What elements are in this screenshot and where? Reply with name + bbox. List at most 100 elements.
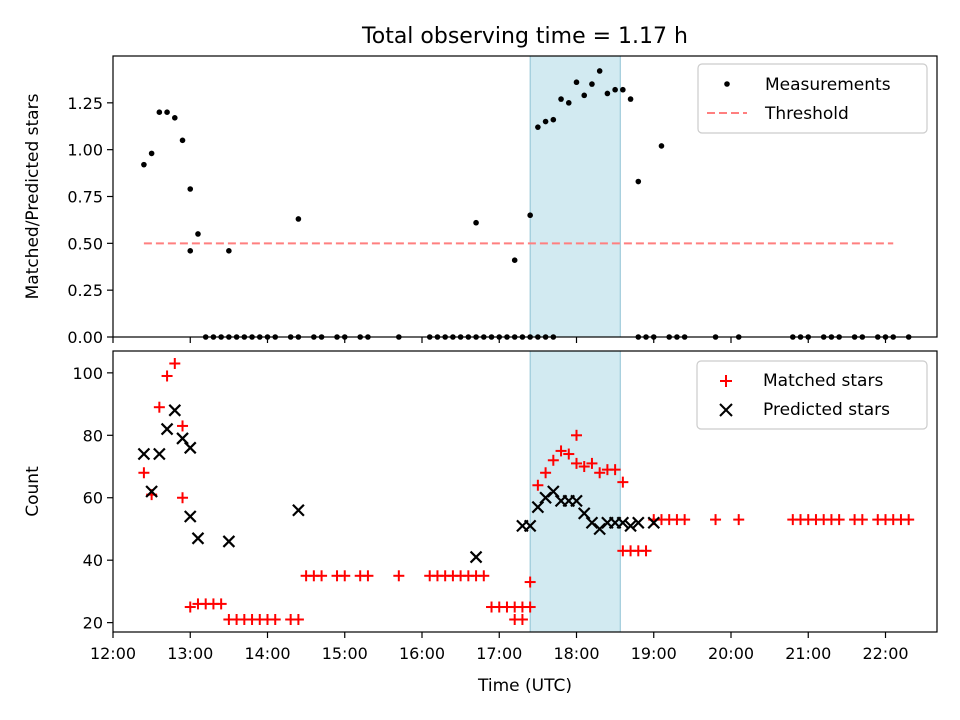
matched-star-point bbox=[532, 479, 544, 491]
bottom-legend: Matched stars Predicted stars bbox=[696, 360, 928, 430]
bottom-legend-box bbox=[696, 360, 928, 430]
y-tick-label: 100 bbox=[72, 364, 103, 383]
predicted-star-point bbox=[523, 519, 537, 533]
measurement-point bbox=[535, 124, 541, 130]
measurement-point bbox=[164, 109, 170, 115]
measurement-point bbox=[473, 219, 479, 226]
chart-title: Total observing time = 1.17 h bbox=[361, 24, 688, 49]
matched-star-point bbox=[563, 448, 575, 460]
measurement-point bbox=[581, 92, 588, 99]
bottom-x-axis-label: Time (UTC) bbox=[477, 676, 572, 696]
matched-star-point bbox=[571, 429, 582, 441]
measurement-point bbox=[612, 86, 618, 93]
matched-star-point bbox=[679, 514, 691, 526]
measurement-point bbox=[226, 248, 232, 254]
measurement-point bbox=[658, 143, 665, 149]
matched-star-point bbox=[640, 545, 652, 557]
predicted-star-point bbox=[647, 516, 661, 530]
matched-star-point bbox=[594, 467, 606, 479]
predicted-star-point bbox=[570, 494, 583, 508]
bottom-x-ticks: 12:00 13:00 14:00 15:00 16:00 17:00 18:00 19:00… bbox=[90, 632, 909, 663]
x-tick-label: 16:00 bbox=[399, 644, 445, 663]
matched-star-point bbox=[184, 601, 196, 613]
predicted-star-point bbox=[531, 500, 545, 514]
measurement-point bbox=[596, 68, 603, 74]
legend-label-predicted: Predicted stars bbox=[763, 400, 890, 420]
predicted-star-points bbox=[137, 404, 661, 564]
measurement-point bbox=[527, 212, 533, 219]
matched-star-point bbox=[547, 454, 559, 466]
x-tick-label: 20:00 bbox=[708, 644, 754, 663]
matched-star-point bbox=[215, 598, 227, 610]
matched-star-point bbox=[153, 401, 165, 413]
y-tick-label: 1.25 bbox=[67, 94, 103, 113]
bottom-highlight-span bbox=[529, 350, 621, 633]
y-tick-label: 60 bbox=[83, 489, 103, 508]
x-tick-label: 19:00 bbox=[631, 644, 677, 663]
predicted-star-point bbox=[176, 432, 189, 445]
top-legend: Measurements Threshold bbox=[697, 63, 928, 134]
predicted-star-point bbox=[160, 422, 174, 436]
matched-star-point bbox=[516, 614, 528, 626]
matched-star-point bbox=[733, 514, 745, 526]
top-x-ticks bbox=[112, 337, 887, 343]
predicted-star-point bbox=[547, 485, 560, 498]
matched-star-point bbox=[903, 514, 915, 526]
measurement-point bbox=[627, 96, 634, 102]
bottom-y-ticks: 20 40 60 80 100 bbox=[72, 364, 113, 633]
measurement-point bbox=[172, 115, 178, 121]
predicted-star-point bbox=[577, 507, 591, 520]
measurement-point bbox=[542, 118, 549, 125]
legend-label-threshold: Threshold bbox=[764, 104, 849, 124]
matched-star-points bbox=[138, 357, 915, 626]
matched-star-point bbox=[617, 476, 629, 488]
matched-star-point bbox=[177, 420, 189, 432]
matched-star-point bbox=[339, 570, 351, 582]
measurement-point bbox=[148, 150, 155, 157]
x-tick-label: 18:00 bbox=[553, 644, 599, 663]
predicted-star-point bbox=[183, 510, 197, 523]
matched-star-point bbox=[393, 570, 405, 582]
predicted-star-point bbox=[469, 550, 483, 564]
measurement-point bbox=[187, 248, 194, 254]
y-tick-label: 0.50 bbox=[67, 234, 103, 253]
matched-star-point bbox=[316, 570, 328, 582]
x-tick-label: 15:00 bbox=[322, 644, 368, 663]
y-tick-label: 1.00 bbox=[67, 141, 103, 160]
measurement-point bbox=[604, 90, 611, 97]
matched-star-point bbox=[169, 357, 181, 369]
matched-star-point bbox=[833, 514, 845, 526]
bottom-y-axis-label: Count bbox=[23, 466, 43, 517]
measurement-point bbox=[635, 178, 642, 185]
x-tick-label: 14:00 bbox=[244, 644, 290, 663]
measurement-point bbox=[295, 216, 302, 222]
matched-star-point bbox=[609, 464, 621, 476]
measurement-point bbox=[179, 137, 186, 144]
top-y-axis-label: Matched/Predicted stars bbox=[23, 93, 43, 299]
measurement-point bbox=[141, 161, 147, 168]
predicted-star-point bbox=[168, 404, 182, 417]
y-tick-label: 0.25 bbox=[67, 281, 103, 300]
predicted-star-point bbox=[145, 485, 158, 498]
matched-star-point bbox=[138, 467, 150, 479]
x-tick-label: 12:00 bbox=[90, 644, 136, 663]
y-tick-label: 20 bbox=[83, 614, 103, 633]
matched-star-point bbox=[710, 514, 722, 526]
matched-star-point bbox=[571, 457, 582, 469]
measurement-point bbox=[550, 116, 557, 123]
bottom-panel: 20 40 60 80 100 12:00 13:00 14:00 15:00 16:00 17:… bbox=[23, 350, 938, 696]
top-highlight-span bbox=[529, 55, 621, 338]
x-tick-label: 17:00 bbox=[476, 644, 522, 663]
measurement-point bbox=[565, 100, 572, 106]
bottom-plot-frame bbox=[112, 350, 938, 633]
top-panel: 0.00 0.25 0.50 0.75 1.00 1.25 Matched/Predict… bbox=[23, 55, 938, 347]
measurement-point bbox=[589, 81, 595, 87]
legend-marker-measurements bbox=[724, 81, 730, 87]
predicted-star-point bbox=[632, 516, 645, 530]
measurement-point bbox=[573, 79, 580, 86]
matched-star-point bbox=[269, 614, 281, 626]
matched-star-point bbox=[586, 457, 598, 469]
y-tick-label: 0.75 bbox=[67, 188, 103, 207]
legend-marker-matched bbox=[720, 375, 732, 387]
